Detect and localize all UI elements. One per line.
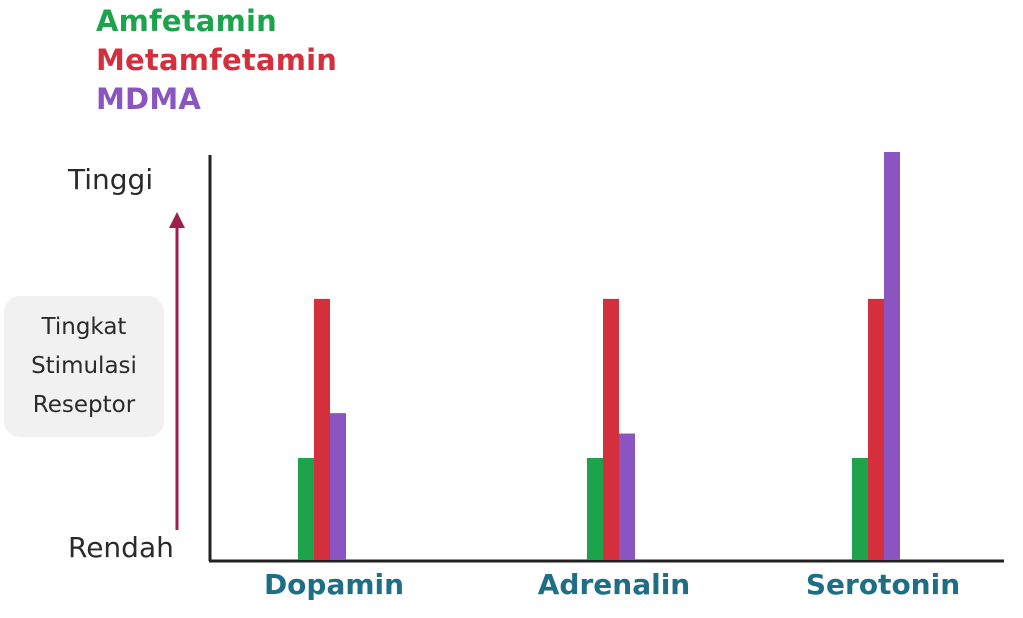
bar-mdma-serotonin xyxy=(884,152,900,560)
y-axis-title-box: Tingkat Stimulasi Reseptor xyxy=(4,296,164,437)
x-tick-serotonin: Serotonin xyxy=(805,568,961,601)
y-axis-arrow-head xyxy=(169,212,185,228)
y-low-label: Rendah xyxy=(68,531,174,564)
x-tick-adrenalin: Adrenalin xyxy=(537,568,691,601)
legend: Amfetamin Metamfetamin MDMA xyxy=(96,2,337,119)
legend-item-metamfetamin: Metamfetamin xyxy=(96,43,338,77)
bar-metamfetamin-adrenalin xyxy=(603,298,619,560)
bar-metamfetamin-dopamin xyxy=(314,298,330,560)
bar-mdma-adrenalin xyxy=(619,433,635,560)
bar-metamfetamin-serotonin xyxy=(868,298,884,560)
y-high-label: Tinggi xyxy=(68,163,154,196)
bar-mdma-dopamin xyxy=(330,413,346,560)
bar-amfetamin-adrenalin xyxy=(587,458,603,560)
legend-item-mdma: MDMA xyxy=(96,82,202,116)
bars xyxy=(298,152,900,560)
y-axis-title: Tingkat Stimulasi Reseptor xyxy=(31,314,137,418)
bar-amfetamin-serotonin xyxy=(852,458,868,560)
x-tick-dopamin: Dopamin xyxy=(263,568,405,601)
legend-item-amfetamin: Amfetamin xyxy=(96,4,277,38)
bar-amfetamin-dopamin xyxy=(298,458,314,560)
